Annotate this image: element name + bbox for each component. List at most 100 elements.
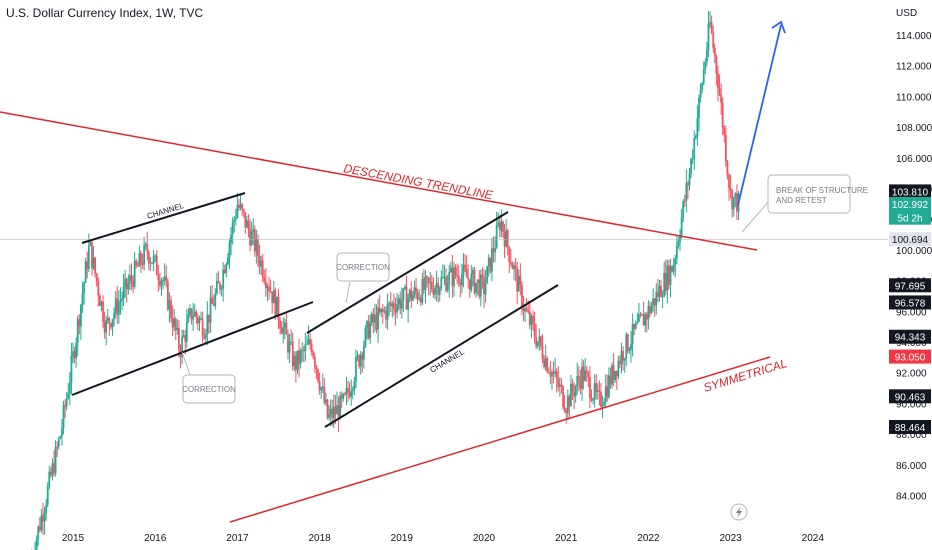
candle-body — [223, 269, 226, 273]
candle-body — [355, 357, 357, 382]
candle-body — [372, 313, 375, 323]
candle-body — [464, 264, 466, 269]
price-tick-label: 90.000 — [896, 399, 927, 410]
correction-callout-2[interactable]: CORRECTION — [336, 252, 390, 304]
candle-body — [356, 355, 359, 358]
candle-body — [691, 158, 694, 160]
candle-body — [405, 286, 408, 310]
price-badges: 103.810 102.992 5d 2h 100.694 97.695 96.578 94… — [889, 184, 931, 434]
candle-body — [323, 386, 326, 403]
candle-body — [585, 370, 588, 373]
candle-body — [54, 446, 57, 474]
candle-body — [353, 381, 356, 390]
candle-body — [677, 241, 680, 247]
candle-body — [712, 32, 715, 48]
break-of-structure-callout[interactable]: BREAK OF STRUCTURE AND RETEST — [741, 174, 868, 233]
candle-body — [516, 268, 519, 292]
candle-body — [296, 350, 299, 370]
candle-body — [424, 276, 427, 291]
candle-body — [383, 310, 386, 312]
candle-body — [76, 319, 79, 343]
events-lightning-icon[interactable] — [730, 503, 748, 521]
candle-body — [255, 239, 258, 252]
candle-body — [554, 371, 557, 374]
candle-body — [388, 303, 391, 305]
channel-2-upper-line[interactable] — [306, 211, 509, 334]
candle-body — [288, 341, 291, 353]
candle-body — [524, 308, 526, 312]
projection-arrow-line[interactable] — [737, 24, 782, 206]
price-badge-label: 102.992 — [892, 200, 929, 211]
candle-body — [479, 274, 482, 297]
candle-body — [208, 314, 210, 323]
time-tick-label: 2015 — [62, 533, 85, 544]
candle-body — [184, 335, 187, 342]
channel-2-lower-line[interactable] — [324, 284, 559, 428]
candle-body — [271, 291, 274, 304]
candle-body — [87, 245, 90, 269]
candle-body — [707, 23, 710, 50]
candle-body — [500, 221, 503, 231]
break-callout-line2: AND RETEST — [776, 196, 827, 205]
candle-body — [135, 260, 138, 266]
candle-body — [151, 262, 153, 264]
candle-body — [421, 278, 424, 303]
candle-body — [407, 297, 410, 310]
candle-body — [710, 22, 713, 33]
candle-body — [491, 248, 493, 272]
candle-body — [75, 342, 78, 359]
candle-body — [607, 375, 610, 398]
candle-body — [460, 275, 463, 286]
candle-body — [361, 354, 364, 360]
candle-body — [715, 56, 718, 74]
candle-body — [442, 277, 444, 279]
descending-trendline[interactable] — [0, 111, 758, 251]
candle-body — [307, 338, 310, 344]
candle-body — [264, 281, 267, 289]
candle-body — [690, 158, 692, 174]
candle-body — [269, 291, 272, 293]
candle-body — [160, 280, 163, 286]
candle-body — [147, 252, 150, 264]
candle-body — [502, 221, 504, 232]
candle-body — [40, 515, 43, 531]
channel-1-lower-line[interactable] — [71, 301, 314, 396]
candle-body — [563, 406, 566, 411]
price-tick-label: 114.000 — [896, 31, 932, 42]
candle-body — [574, 386, 577, 397]
price-tick-label: 92.000 — [896, 369, 927, 380]
price-axis-unit: USD — [896, 8, 917, 19]
candle-body — [290, 341, 293, 343]
candle-body — [204, 333, 207, 339]
candle-body — [46, 486, 49, 505]
time-axis[interactable]: 2015 2016 2017 2018 2019 2020 2021 2022 2023 2024 — [62, 533, 824, 544]
price-badge-label: 88.464 — [895, 423, 926, 434]
candle-body — [562, 386, 564, 407]
candle-body — [663, 272, 666, 297]
candle-body — [121, 298, 123, 301]
time-tick-label: 2017 — [226, 533, 249, 544]
channel-1-upper-line[interactable] — [81, 192, 246, 244]
candle-body — [343, 393, 346, 395]
candle-body — [178, 327, 180, 350]
candle-body — [494, 247, 496, 253]
candle-body — [462, 264, 465, 276]
correction-callout-1[interactable]: CORRECTION — [181, 351, 236, 404]
symmetrical-trendline[interactable] — [229, 356, 771, 523]
candle-body — [277, 296, 280, 321]
candle-body — [558, 384, 561, 387]
candle-body — [514, 265, 517, 269]
candle-body — [682, 201, 685, 218]
candle-body — [416, 292, 419, 299]
candle-body — [598, 390, 601, 393]
price-badge — [889, 329, 931, 344]
candle-body — [448, 271, 451, 285]
candle-body — [652, 298, 655, 306]
candle-body — [617, 360, 620, 377]
candle-body — [211, 297, 214, 304]
candle-body — [547, 371, 550, 374]
candle-body — [49, 471, 52, 476]
candle-body — [386, 304, 389, 320]
candle-body — [103, 322, 106, 333]
